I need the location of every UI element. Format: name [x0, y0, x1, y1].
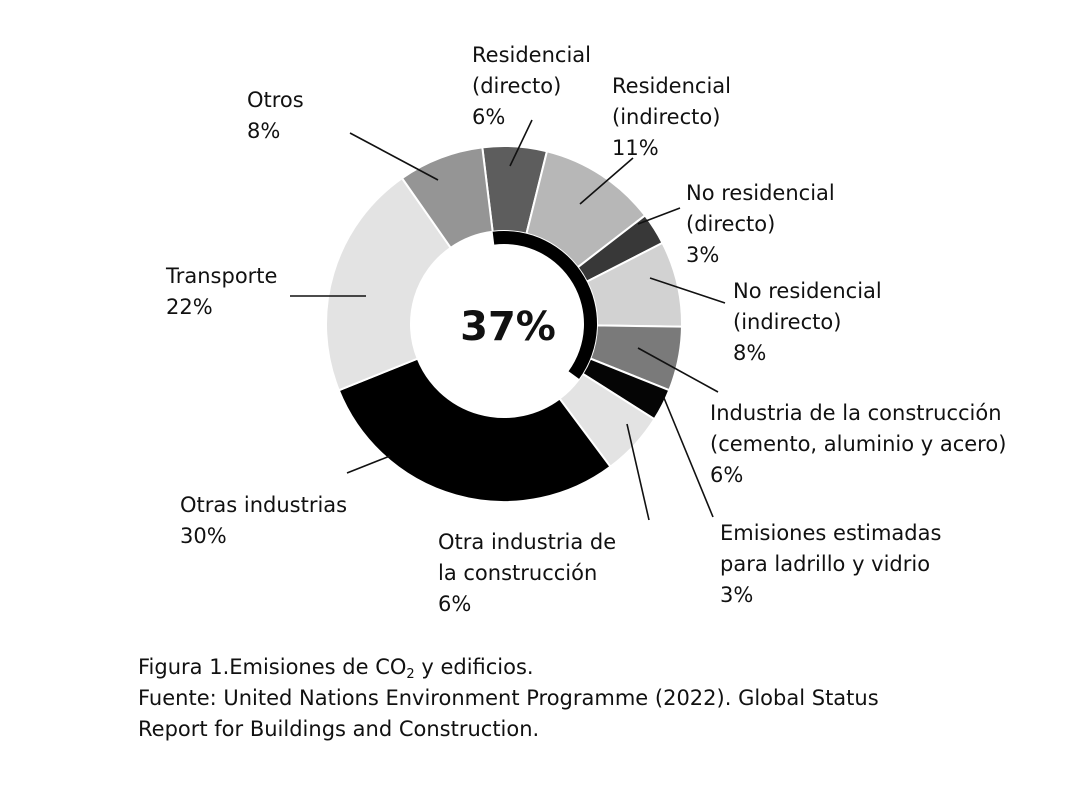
slice-label-emisiones-estimadas-para-ladrillo-y-vidrio: Emisiones estimadas para ladrillo y vidri…: [720, 521, 941, 607]
figure-caption: Figura 1.Emisiones de CO2 y edificios. F…: [138, 652, 1038, 745]
caption-source-line-1: Fuente: United Nations Environment Progr…: [138, 686, 879, 710]
leader-line-residencial-indirecto: [579, 157, 634, 205]
slice-label-transporte: Transporte 22%: [165, 264, 277, 319]
caption-source-line-2: Report for Buildings and Construction.: [138, 717, 540, 741]
leader-line-emisiones-estimadas-para-ladrillo-y-vidrio: [663, 397, 714, 518]
slice-otras-industrias: [337, 357, 612, 503]
slice-label-otros: Otros 8%: [247, 88, 304, 143]
leader-line-no-residencial-indirecto: [649, 277, 726, 304]
slice-labels: Residencial (directo) 6%Residencial (indire…: [165, 43, 1006, 616]
center-total-label: 37%: [460, 304, 556, 350]
slice-label-industria-de-la-construccion-cemento-aluminio-y-acero: Industria de la construcción (cemento, al…: [710, 401, 1006, 487]
slice-label-no-residencial-directo: No residencial (directo) 3%: [686, 181, 835, 267]
slice-label-otras-industrias: Otras industrias 30%: [180, 493, 347, 548]
leader-line-otras-industrias: [346, 455, 391, 474]
leader-line-residencial-directo: [509, 119, 533, 167]
leader-line-no-residencial-directo: [637, 207, 681, 225]
slice-label-no-residencial-indirecto: No residencial (indirecto) 8%: [733, 279, 882, 365]
leader-line-otra-industria-de-la-construccion: [626, 423, 650, 521]
leader-line-industria-de-la-construccion-cemento-aluminio-y-acero: [637, 347, 719, 393]
slice-label-residencial-indirecto: Residencial (indirecto) 11%: [612, 74, 731, 160]
donut-chart: Residencial (directo) 6%Residencial (indire…: [165, 43, 1006, 616]
slice-transporte: [325, 176, 453, 392]
slice-label-otra-industria-de-la-construccion: Otra industria de la construcción 6%: [438, 530, 616, 616]
caption-title: Figura 1.Emisiones de CO2 y edificios.: [138, 655, 534, 682]
leader-lines: [290, 119, 726, 521]
leader-line-otros: [349, 132, 439, 181]
slice-label-residencial-directo: Residencial (directo) 6%: [472, 43, 591, 129]
inner-ring-37-percent: [492, 230, 598, 379]
